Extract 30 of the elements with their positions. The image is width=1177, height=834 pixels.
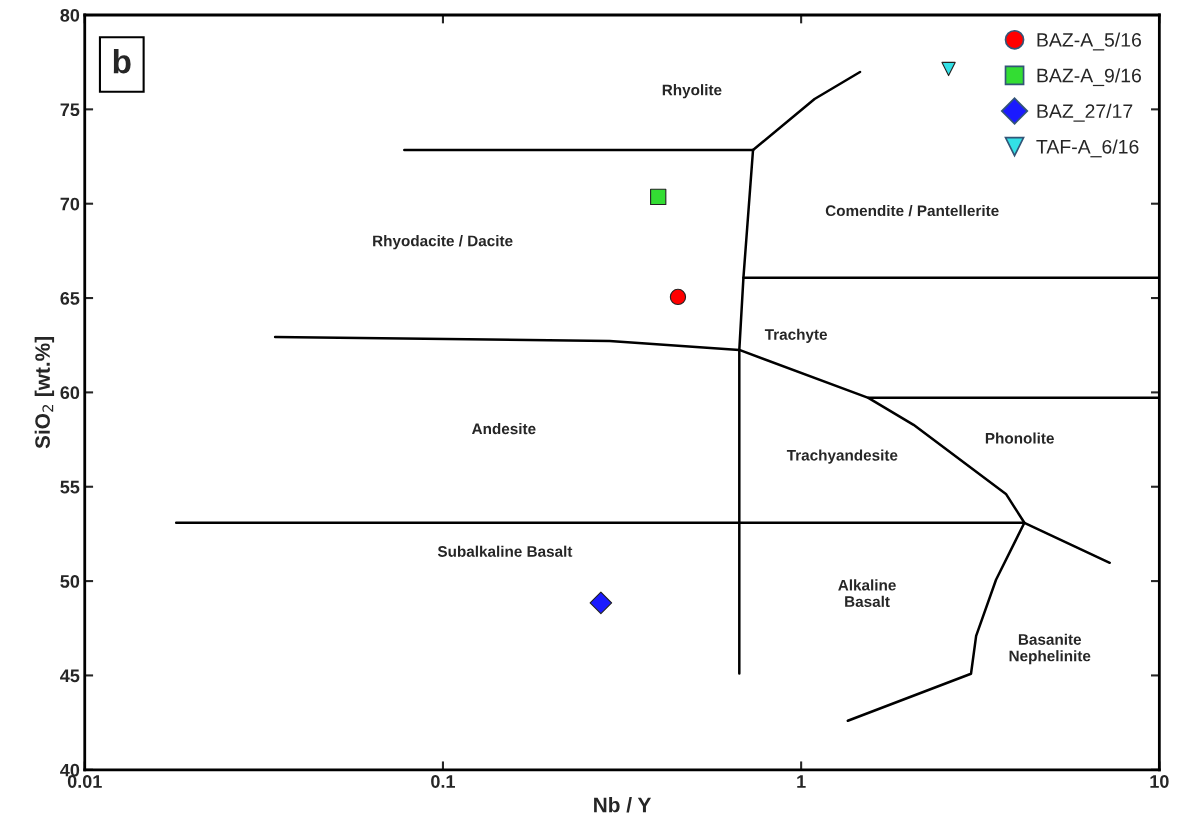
y-tick-label: 75 bbox=[60, 103, 80, 117]
annotation: b bbox=[113, 48, 131, 74]
annotation: Rhyodacite / Dacite bbox=[373, 235, 513, 250]
x-tick-label: 0.1 bbox=[431, 775, 455, 788]
legend-label: BAZ-A_5/16 bbox=[1037, 32, 1141, 51]
x-axis-title: Nb / Y bbox=[594, 797, 652, 813]
annotation: Rhyolite bbox=[662, 84, 722, 99]
annotation: Subalkaline Basalt bbox=[437, 545, 573, 557]
annotation: Basanite Nephelinite bbox=[1009, 633, 1091, 665]
annotation: Trachyte bbox=[764, 328, 828, 343]
annotation: Comendite / Pantellerite bbox=[825, 204, 999, 217]
y-tick-label: 70 bbox=[60, 197, 80, 211]
y-tick-label: 40 bbox=[60, 763, 80, 777]
y-tick-label: 60 bbox=[60, 386, 80, 400]
x-tick-label: 10 bbox=[1150, 775, 1169, 788]
x-tick-label: 0.01 bbox=[67, 775, 102, 788]
annotation: Phonolite bbox=[985, 432, 1054, 444]
y-tick-label: 50 bbox=[60, 575, 80, 588]
y-tick-label: 45 bbox=[60, 669, 80, 683]
annotation: Alkaline Basalt bbox=[838, 579, 896, 607]
y-axis-title: SiO$_{2}$ [wt.%] bbox=[34, 337, 55, 449]
legend-label: BAZ_27/17 bbox=[1037, 103, 1133, 122]
legend-label: BAZ-A_9/16 bbox=[1037, 68, 1141, 87]
legend-label: TAF-A_6/16 bbox=[1036, 139, 1139, 158]
annotation: Trachyandesite bbox=[786, 449, 898, 464]
y-tick-label: 55 bbox=[60, 480, 80, 494]
y-tick-label: 80 bbox=[60, 8, 80, 22]
y-tick-label: 65 bbox=[60, 291, 80, 305]
annotation: Andesite bbox=[471, 423, 536, 435]
x-tick-label: 1 bbox=[797, 775, 806, 788]
